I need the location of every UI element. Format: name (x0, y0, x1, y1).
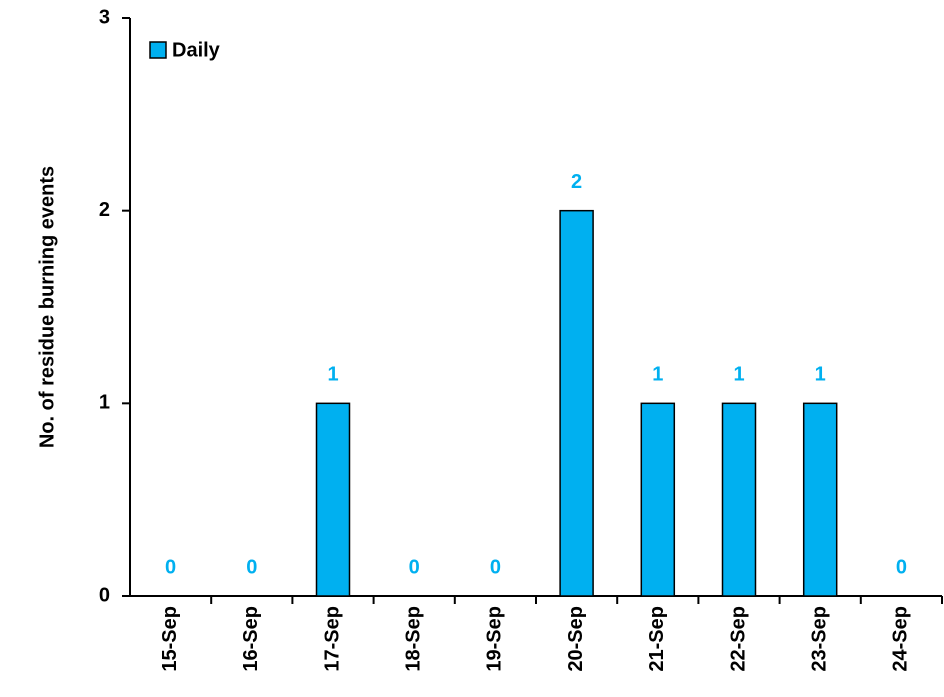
x-tick-label: 20-Sep (565, 606, 587, 672)
data-label: 1 (652, 364, 663, 386)
x-tick-label: 22-Sep (727, 606, 749, 672)
data-label: 0 (409, 556, 420, 578)
x-tick-label: 15-Sep (159, 606, 181, 672)
x-tick-label: 21-Sep (646, 606, 668, 672)
x-tick-label: 16-Sep (240, 606, 262, 672)
x-tick-label: 24-Sep (890, 606, 912, 672)
bar (315, 402, 351, 597)
x-tick-label: 18-Sep (402, 606, 424, 672)
data-label: 0 (165, 556, 176, 578)
y-tick-label: 1 (99, 392, 110, 414)
legend-label: Daily (172, 39, 221, 61)
bar (559, 209, 594, 597)
data-label: 0 (896, 556, 907, 578)
bar (721, 402, 757, 597)
y-tick-label: 2 (99, 199, 110, 221)
x-tick-label: 19-Sep (484, 606, 506, 672)
x-tick-label: 23-Sep (808, 606, 830, 672)
data-label: 1 (327, 364, 338, 386)
y-tick-label: 3 (99, 6, 110, 28)
data-label: 0 (246, 556, 257, 578)
legend-swatch (149, 41, 167, 59)
y-tick-label: 0 (99, 584, 110, 606)
y-axis-label: No. of residue burning events (36, 166, 58, 448)
bar (802, 402, 838, 597)
data-label: 1 (815, 364, 826, 386)
x-tick-label: 17-Sep (321, 606, 343, 672)
data-label: 1 (733, 364, 744, 386)
bar (640, 402, 676, 597)
data-label: 2 (571, 171, 582, 193)
data-label: 0 (490, 556, 501, 578)
